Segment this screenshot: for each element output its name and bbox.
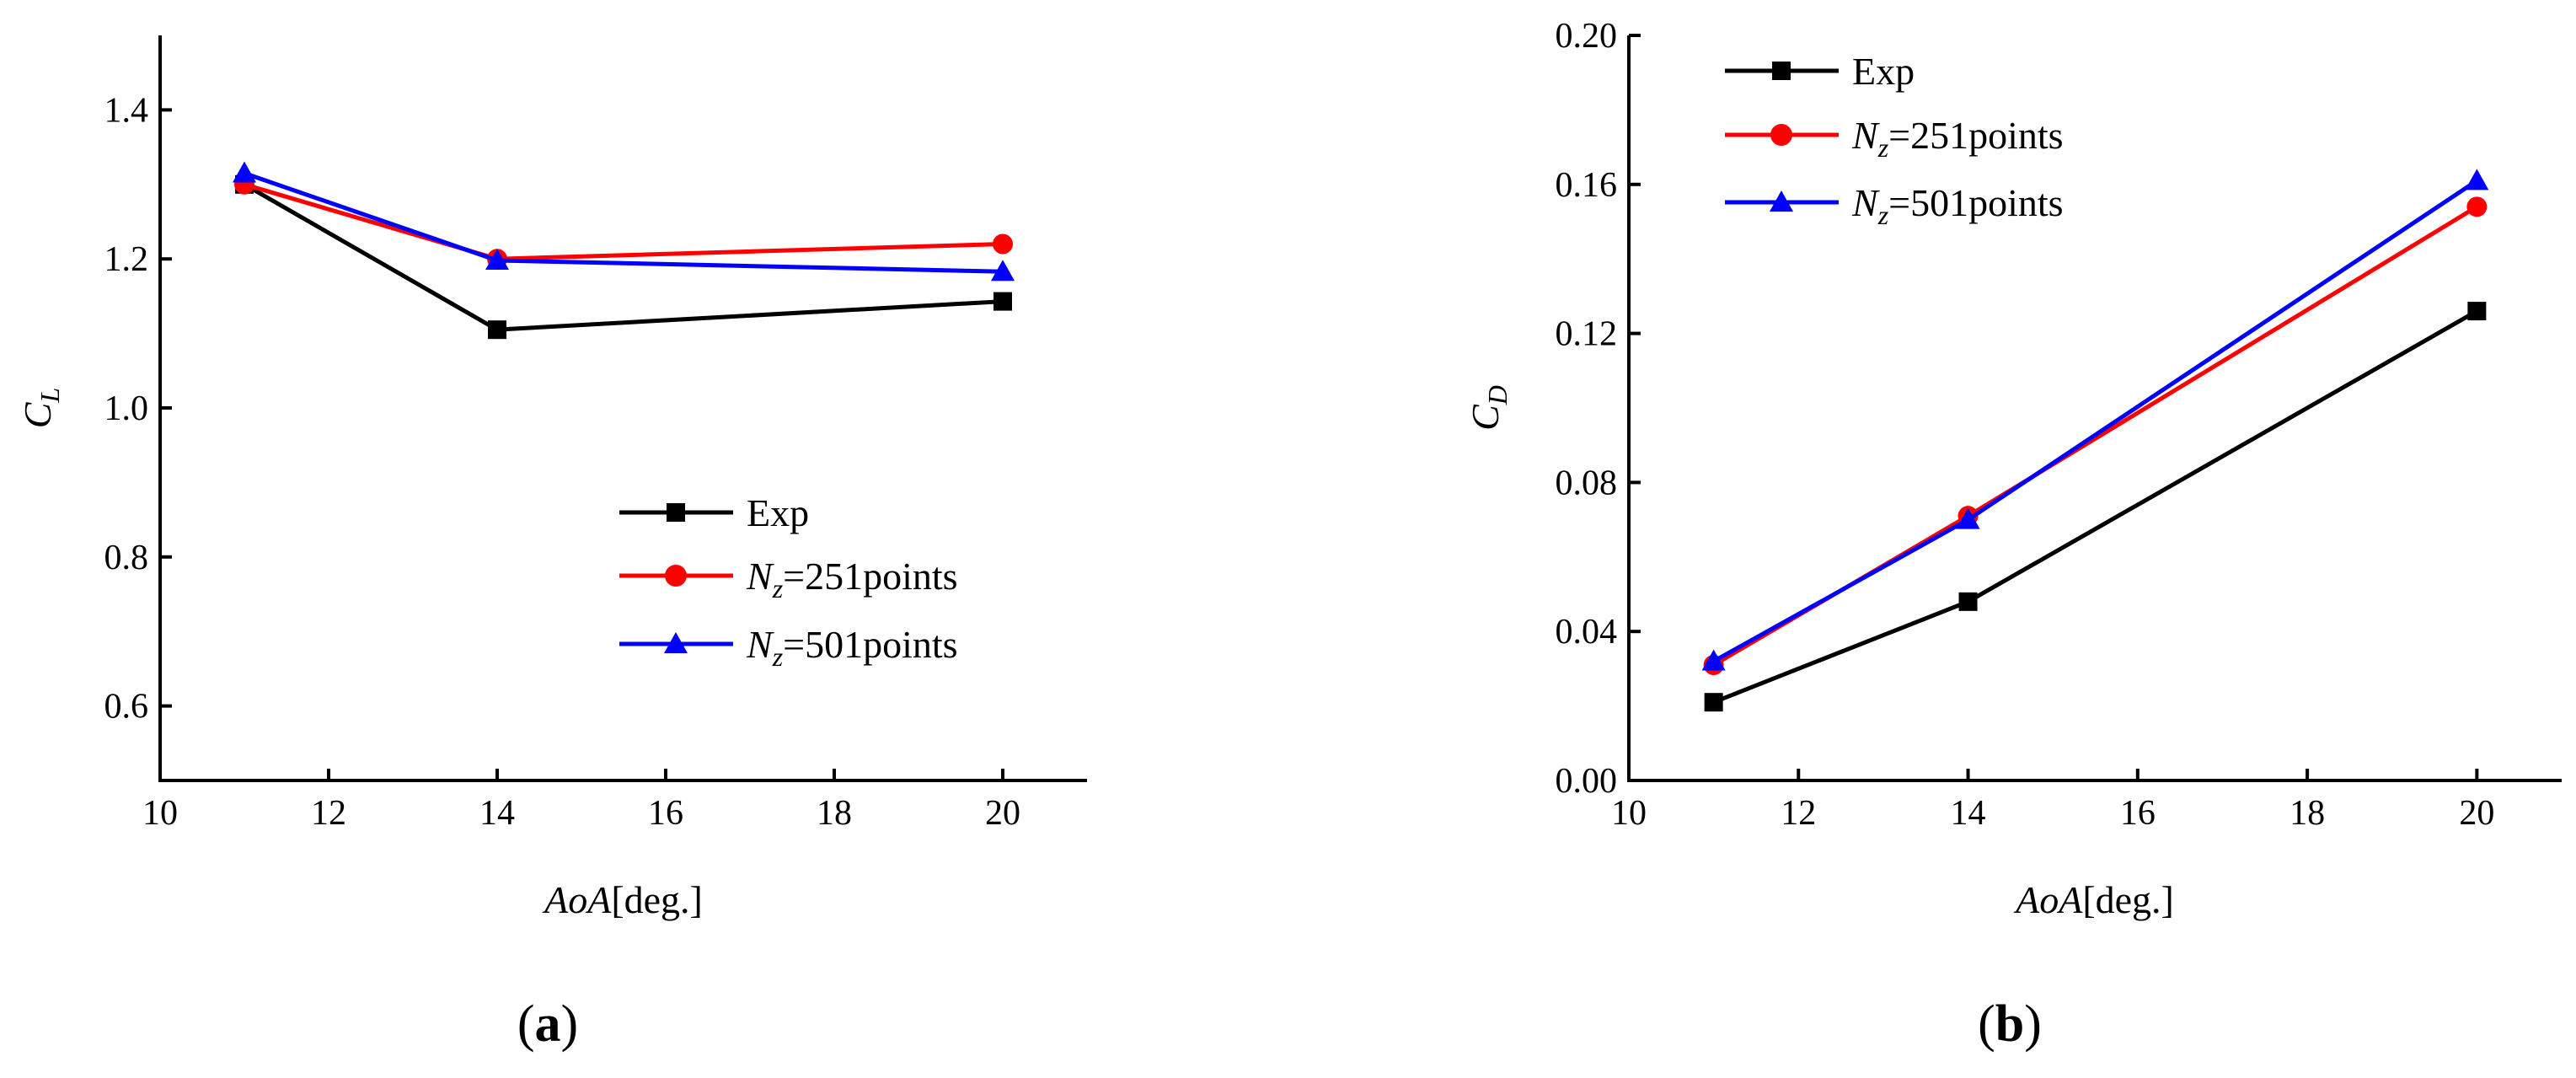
- y-tick-label: 1.4: [104, 91, 149, 130]
- y-tick-label: 0.20: [1556, 17, 1618, 56]
- y-tick-label: 0.12: [1556, 315, 1618, 354]
- data-point: [993, 292, 1012, 311]
- chart-a-axes: [158, 35, 1087, 782]
- x-tick-label: 18: [817, 794, 852, 833]
- svg-text:Nz=501points: Nz=501points: [746, 623, 958, 672]
- x-tick-label: 12: [1781, 794, 1816, 833]
- panel-label-a: (a): [517, 995, 578, 1053]
- data-point: [1704, 693, 1723, 712]
- chart-a-ylabel: CL: [16, 388, 65, 428]
- svg-text:Nz=251points: Nz=251points: [746, 555, 958, 603]
- chart-a: 10 12 14 16 18 20 0.6 0.8 1.0 1.2 1.4 CL AoA[deg.]…: [16, 35, 1087, 1053]
- svg-text:Nz=501points: Nz=501points: [1851, 181, 2064, 230]
- chart-b-legend: Exp Nz=251points Nz=501points: [1725, 50, 2064, 230]
- svg-text:Nz=251points: Nz=251points: [1851, 114, 2064, 163]
- legend-item-exp: Exp: [1725, 50, 1915, 93]
- y-tick-label: 1.0: [104, 389, 149, 428]
- chart-b-axes: [1627, 35, 2562, 782]
- chart-a-tick-labels: 10 12 14 16 18 20 0.6 0.8 1.0 1.2 1.4: [104, 91, 1021, 833]
- x-tick-label: 16: [2120, 794, 2156, 833]
- svg-text:Exp: Exp: [747, 491, 809, 534]
- chart-b-marks: [1701, 169, 2489, 712]
- legend-item-nz501: Nz=501points: [619, 623, 958, 672]
- data-point: [1958, 592, 1978, 611]
- legend-item-nz251: Nz=251points: [619, 555, 958, 603]
- data-point: [2466, 196, 2488, 217]
- chart-a-legend: Exp Nz=251points Nz=501points: [619, 491, 958, 672]
- svg-text:Exp: Exp: [1852, 50, 1915, 93]
- y-tick-label: 0.00: [1556, 762, 1618, 801]
- legend-item-nz251: Nz=251points: [1725, 114, 2064, 163]
- data-point: [2465, 169, 2489, 190]
- panel-label-b: (b): [1978, 995, 2042, 1053]
- legend-item-exp: Exp: [619, 491, 809, 534]
- series-line: [1712, 179, 2478, 663]
- data-point: [233, 161, 256, 183]
- data-point: [485, 248, 509, 270]
- chart-a-ticks: [158, 108, 1004, 780]
- chart-a-xlabel: AoA[deg.]: [542, 878, 703, 921]
- data-point: [2467, 302, 2487, 321]
- x-tick-label: 16: [648, 794, 683, 833]
- y-tick-label: 0.6: [104, 688, 149, 727]
- chart-b: 10 12 14 16 18 200.000.040.080.120.160.20 CD …: [1464, 17, 2562, 1053]
- x-tick-label: 18: [2289, 794, 2325, 833]
- x-tick-label: 14: [479, 794, 515, 833]
- data-point: [1701, 649, 1726, 671]
- x-tick-label: 20: [985, 794, 1020, 833]
- y-tick-label: 0.04: [1556, 613, 1618, 652]
- chart-b-tick-labels: 10 12 14 16 18 20 0.00 0.04 0.08 0.12 0.16 0.20: [1556, 17, 2495, 833]
- x-tick-label: 14: [1951, 794, 1986, 833]
- data-point: [993, 233, 1013, 255]
- data-point: [488, 320, 506, 340]
- y-tick-label: 0.08: [1556, 464, 1618, 502]
- chart-b-ylabel: CD: [1464, 385, 1513, 431]
- x-tick-label: 20: [2459, 794, 2494, 833]
- y-tick-label: 1.2: [104, 240, 149, 279]
- legend-item-nz501: Nz=501points: [1725, 181, 2064, 230]
- series-line: [1712, 308, 2478, 705]
- data-point: [991, 260, 1015, 282]
- chart-b-xlabel: AoA[deg.]: [2013, 878, 2174, 921]
- x-tick-label: 10: [1611, 794, 1647, 833]
- x-tick-label: 10: [142, 794, 178, 833]
- chart-a-marks: [233, 161, 1015, 340]
- x-tick-label: 12: [311, 794, 346, 833]
- chart-b-ticks: [1627, 34, 2479, 782]
- y-tick-label: 0.16: [1556, 166, 1618, 205]
- data-point: [1956, 507, 1980, 529]
- y-tick-label: 0.8: [104, 539, 149, 577]
